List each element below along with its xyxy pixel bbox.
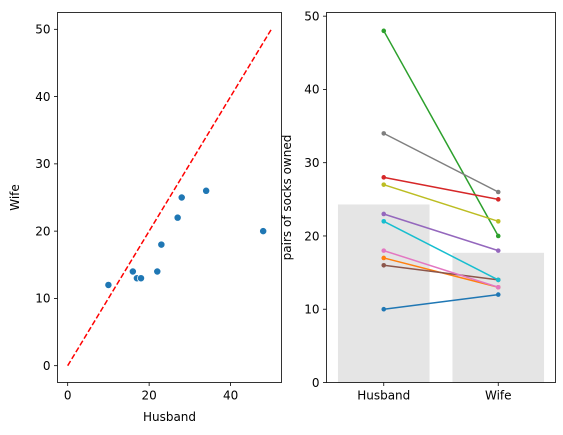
reference-line-layer: [68, 29, 272, 365]
category-label: Wife: [485, 389, 512, 403]
paired-series: [381, 131, 500, 194]
paired-series: [381, 175, 500, 202]
scatter-points-layer: [105, 187, 267, 288]
paired-point: [496, 197, 501, 202]
scatter-point: [137, 275, 144, 282]
x-tick-label: 40: [223, 389, 238, 403]
bar-x-ticks: Husband Wife: [357, 383, 511, 403]
y-tick-label: 50: [35, 23, 50, 37]
paired-point: [381, 175, 386, 180]
scatter-x-ticks: 0 20 40: [64, 383, 238, 403]
y-tick-label: 30: [304, 156, 319, 170]
category-label: Husband: [357, 389, 410, 403]
y-tick-label: 20: [304, 229, 319, 243]
paired-point: [496, 234, 501, 239]
paired-point: [496, 278, 501, 283]
paired-point: [381, 131, 386, 136]
y-tick-label: 20: [35, 224, 50, 238]
paired-point: [381, 256, 386, 261]
y-tick-label: 40: [304, 83, 319, 97]
bar: [338, 204, 430, 382]
paired-point: [496, 285, 501, 290]
scatter-y-label: Wife: [8, 184, 22, 211]
paired-point: [381, 212, 386, 217]
paired-point: [381, 307, 386, 312]
bar-y-ticks: 0 10 20 30 40 50: [304, 9, 326, 389]
x-tick-label: 0: [64, 389, 72, 403]
paired-line: [384, 133, 499, 192]
y-tick-label: 50: [304, 9, 319, 23]
bar: [452, 253, 544, 383]
paired-bar-panel: Husband Wife 0 10 20 30 40 50 pairs of socks o…: [280, 9, 556, 402]
y-tick-label: 10: [304, 303, 319, 317]
y-tick-label: 30: [35, 157, 50, 171]
scatter-point: [178, 194, 185, 201]
scatter-point: [129, 268, 136, 275]
x-tick-label: 20: [141, 389, 156, 403]
scatter-point: [174, 214, 181, 221]
paired-point: [381, 182, 386, 187]
bar-layer: [338, 204, 544, 382]
y-tick-label: 0: [43, 359, 51, 373]
scatter-point: [154, 268, 161, 275]
scatter-y-ticks: 0 10 20 30 40 50: [35, 23, 57, 373]
y-tick-label: 0: [312, 376, 320, 390]
paired-point: [381, 263, 386, 268]
paired-point: [381, 29, 386, 34]
paired-point: [381, 219, 386, 224]
paired-point: [381, 248, 386, 253]
paired-point: [496, 219, 501, 224]
y-tick-label: 10: [35, 292, 50, 306]
scatter-point: [260, 228, 267, 235]
paired-line: [384, 177, 499, 199]
diagonal-reference-line: [68, 29, 272, 365]
paired-point: [496, 248, 501, 253]
scatter-x-label: Husband: [143, 410, 196, 424]
y-tick-label: 40: [35, 90, 50, 104]
paired-point: [496, 190, 501, 195]
scatter-point: [203, 187, 210, 194]
scatter-panel: 0 20 40 0 10 20 30 40 50 Husband Wife: [8, 13, 282, 425]
scatter-point: [158, 241, 165, 248]
scatter-point: [105, 281, 112, 288]
paired-point: [496, 292, 501, 297]
bar-y-label: pairs of socks owned: [280, 135, 294, 261]
